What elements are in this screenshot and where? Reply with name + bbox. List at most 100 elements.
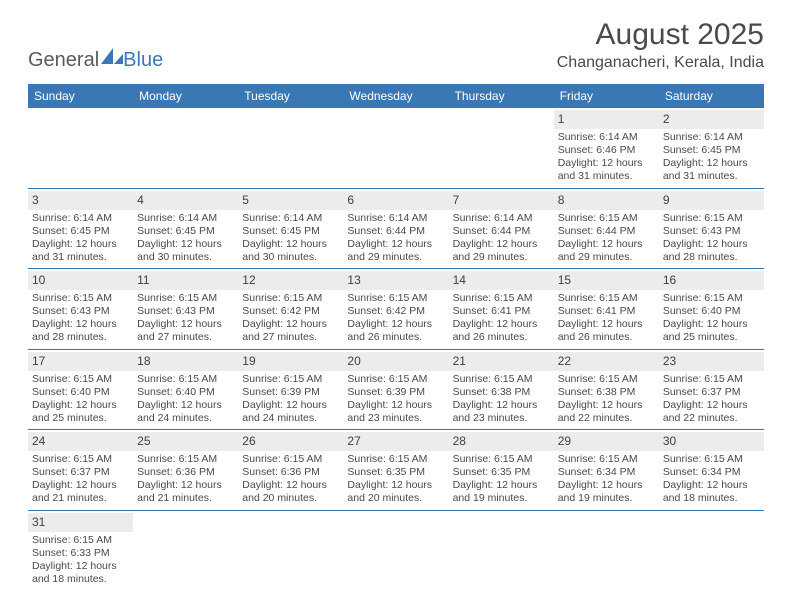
calendar-cell-empty [343,108,448,188]
daylight-text: Daylight: 12 hours [558,399,655,412]
daylight-text: and 22 minutes. [663,412,760,425]
daylight-text: Daylight: 12 hours [347,238,444,251]
calendar-cell-empty [238,511,343,591]
sunrise-text: Sunrise: 6:15 AM [347,453,444,466]
sunset-text: Sunset: 6:40 PM [137,386,234,399]
day-number: 5 [238,191,343,210]
sunset-text: Sunset: 6:40 PM [663,305,760,318]
calendar-cell: 12Sunrise: 6:15 AMSunset: 6:42 PMDayligh… [238,269,343,349]
daylight-text: Daylight: 12 hours [453,399,550,412]
daylight-text: and 21 minutes. [32,492,129,505]
day-number: 21 [449,352,554,371]
calendar-cell: 28Sunrise: 6:15 AMSunset: 6:35 PMDayligh… [449,430,554,510]
sunset-text: Sunset: 6:35 PM [453,466,550,479]
daylight-text: Daylight: 12 hours [558,238,655,251]
sunrise-text: Sunrise: 6:15 AM [242,373,339,386]
sunset-text: Sunset: 6:34 PM [558,466,655,479]
sunrise-text: Sunrise: 6:14 AM [347,212,444,225]
sunrise-text: Sunrise: 6:15 AM [137,373,234,386]
sunrise-text: Sunrise: 6:15 AM [32,292,129,305]
title-block: August 2025 Changanacheri, Kerala, India [557,18,764,72]
calendar-cell: 14Sunrise: 6:15 AMSunset: 6:41 PMDayligh… [449,269,554,349]
calendar-row: 24Sunrise: 6:15 AMSunset: 6:37 PMDayligh… [28,430,764,511]
calendar-cell-empty [238,108,343,188]
daylight-text: and 31 minutes. [32,251,129,264]
calendar-cell: 17Sunrise: 6:15 AMSunset: 6:40 PMDayligh… [28,350,133,430]
daylight-text: and 29 minutes. [347,251,444,264]
day-number: 10 [28,271,133,290]
daylight-text: Daylight: 12 hours [663,399,760,412]
calendar-cell: 8Sunrise: 6:15 AMSunset: 6:44 PMDaylight… [554,189,659,269]
daylight-text: and 20 minutes. [347,492,444,505]
daylight-text: Daylight: 12 hours [347,399,444,412]
sunset-text: Sunset: 6:45 PM [137,225,234,238]
sunrise-text: Sunrise: 6:15 AM [137,453,234,466]
sunset-text: Sunset: 6:45 PM [663,144,760,157]
weekday-label: Saturday [659,84,764,108]
daylight-text: and 30 minutes. [137,251,234,264]
weekday-label: Monday [133,84,238,108]
day-number: 25 [133,432,238,451]
calendar-cell: 2Sunrise: 6:14 AMSunset: 6:45 PMDaylight… [659,108,764,188]
calendar-cell: 22Sunrise: 6:15 AMSunset: 6:38 PMDayligh… [554,350,659,430]
calendar-row: 1Sunrise: 6:14 AMSunset: 6:46 PMDaylight… [28,108,764,189]
sunrise-text: Sunrise: 6:14 AM [453,212,550,225]
calendar-cell: 11Sunrise: 6:15 AMSunset: 6:43 PMDayligh… [133,269,238,349]
daylight-text: and 26 minutes. [453,331,550,344]
calendar-cell: 13Sunrise: 6:15 AMSunset: 6:42 PMDayligh… [343,269,448,349]
weekday-label: Wednesday [343,84,448,108]
sunrise-text: Sunrise: 6:15 AM [32,453,129,466]
sunset-text: Sunset: 6:34 PM [663,466,760,479]
day-number: 17 [28,352,133,371]
daylight-text: and 29 minutes. [453,251,550,264]
daylight-text: and 26 minutes. [347,331,444,344]
daylight-text: and 27 minutes. [137,331,234,344]
logo-sail-icon [101,48,123,64]
sunrise-text: Sunrise: 6:15 AM [558,212,655,225]
day-number: 3 [28,191,133,210]
sunset-text: Sunset: 6:41 PM [453,305,550,318]
day-number: 11 [133,271,238,290]
calendar-cell: 23Sunrise: 6:15 AMSunset: 6:37 PMDayligh… [659,350,764,430]
logo-text-1: General [28,49,99,72]
calendar-cell: 31Sunrise: 6:15 AMSunset: 6:33 PMDayligh… [28,511,133,591]
calendar-cell: 4Sunrise: 6:14 AMSunset: 6:45 PMDaylight… [133,189,238,269]
day-number: 1 [554,110,659,129]
calendar-cell-empty [343,511,448,591]
calendar-weekday-header: Sunday Monday Tuesday Wednesday Thursday… [28,84,764,108]
day-number: 4 [133,191,238,210]
sunrise-text: Sunrise: 6:14 AM [137,212,234,225]
day-number: 7 [449,191,554,210]
sunset-text: Sunset: 6:44 PM [558,225,655,238]
day-number: 29 [554,432,659,451]
sunset-text: Sunset: 6:43 PM [663,225,760,238]
calendar-cell: 29Sunrise: 6:15 AMSunset: 6:34 PMDayligh… [554,430,659,510]
daylight-text: Daylight: 12 hours [453,479,550,492]
logo: General Blue [28,48,163,72]
sunset-text: Sunset: 6:38 PM [558,386,655,399]
calendar-row: 3Sunrise: 6:14 AMSunset: 6:45 PMDaylight… [28,189,764,270]
sunrise-text: Sunrise: 6:15 AM [32,373,129,386]
daylight-text: Daylight: 12 hours [242,238,339,251]
weekday-label: Tuesday [238,84,343,108]
daylight-text: Daylight: 12 hours [347,318,444,331]
daylight-text: and 25 minutes. [32,412,129,425]
calendar-cell: 27Sunrise: 6:15 AMSunset: 6:35 PMDayligh… [343,430,448,510]
calendar-cell: 20Sunrise: 6:15 AMSunset: 6:39 PMDayligh… [343,350,448,430]
sunset-text: Sunset: 6:38 PM [453,386,550,399]
day-number: 26 [238,432,343,451]
sunrise-text: Sunrise: 6:15 AM [453,292,550,305]
day-number: 28 [449,432,554,451]
sunset-text: Sunset: 6:45 PM [242,225,339,238]
calendar-cell: 6Sunrise: 6:14 AMSunset: 6:44 PMDaylight… [343,189,448,269]
daylight-text: and 30 minutes. [242,251,339,264]
daylight-text: Daylight: 12 hours [663,479,760,492]
daylight-text: Daylight: 12 hours [558,318,655,331]
logo-text-2: Blue [123,49,163,72]
calendar: Sunday Monday Tuesday Wednesday Thursday… [28,84,764,590]
calendar-cell: 3Sunrise: 6:14 AMSunset: 6:45 PMDaylight… [28,189,133,269]
day-number: 20 [343,352,448,371]
sunset-text: Sunset: 6:44 PM [347,225,444,238]
sunrise-text: Sunrise: 6:14 AM [663,131,760,144]
daylight-text: Daylight: 12 hours [32,238,129,251]
